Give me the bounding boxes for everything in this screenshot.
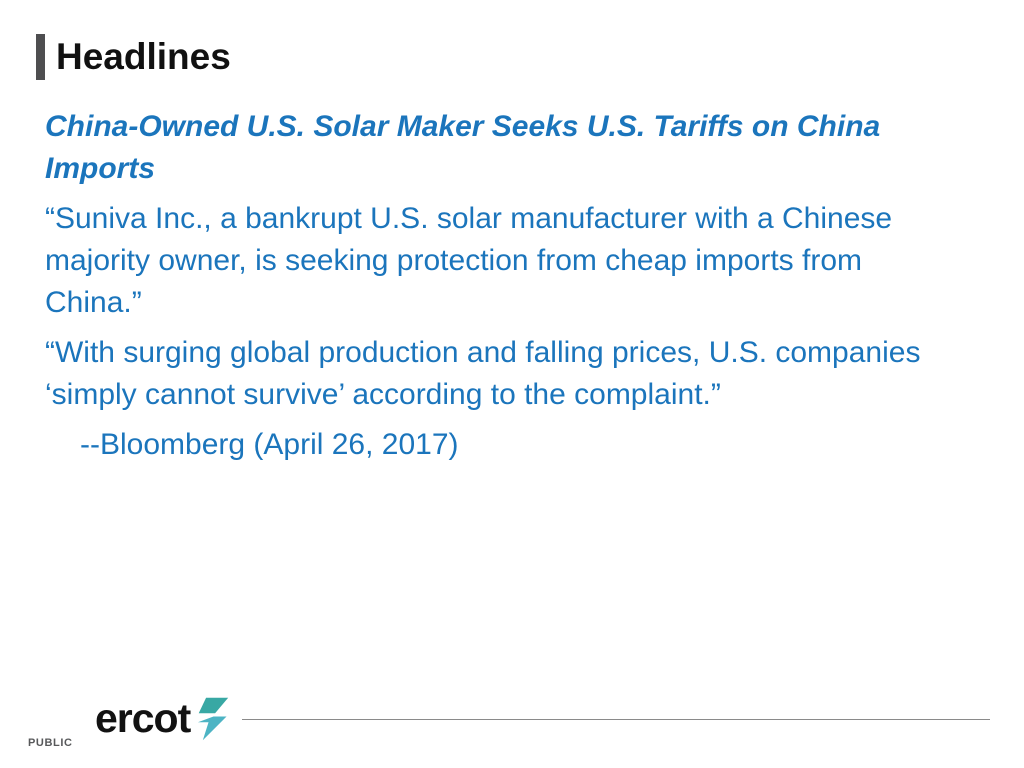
- slide-title-row: Headlines: [36, 34, 231, 80]
- slide-body: China-Owned U.S. Solar Maker Seeks U.S. …: [45, 106, 925, 466]
- title-accent-bar: [36, 34, 45, 80]
- footer-divider-line: [242, 719, 990, 720]
- page-title: Headlines: [56, 36, 231, 77]
- source-attribution: --Bloomberg (April 26, 2017): [80, 428, 459, 461]
- ercot-lightning-icon: [198, 697, 229, 741]
- classification-label: PUBLIC: [28, 737, 73, 749]
- ercot-logo-text: ercot: [95, 695, 191, 741]
- headline-heading: China-Owned U.S. Solar Maker Seeks U.S. …: [45, 110, 881, 185]
- quote-paragraph-1: “Suniva Inc., a bankrupt U.S. solar manu…: [45, 202, 893, 319]
- ercot-logo: ercot: [95, 697, 229, 743]
- quote-paragraph-2: “With surging global production and fall…: [45, 336, 921, 411]
